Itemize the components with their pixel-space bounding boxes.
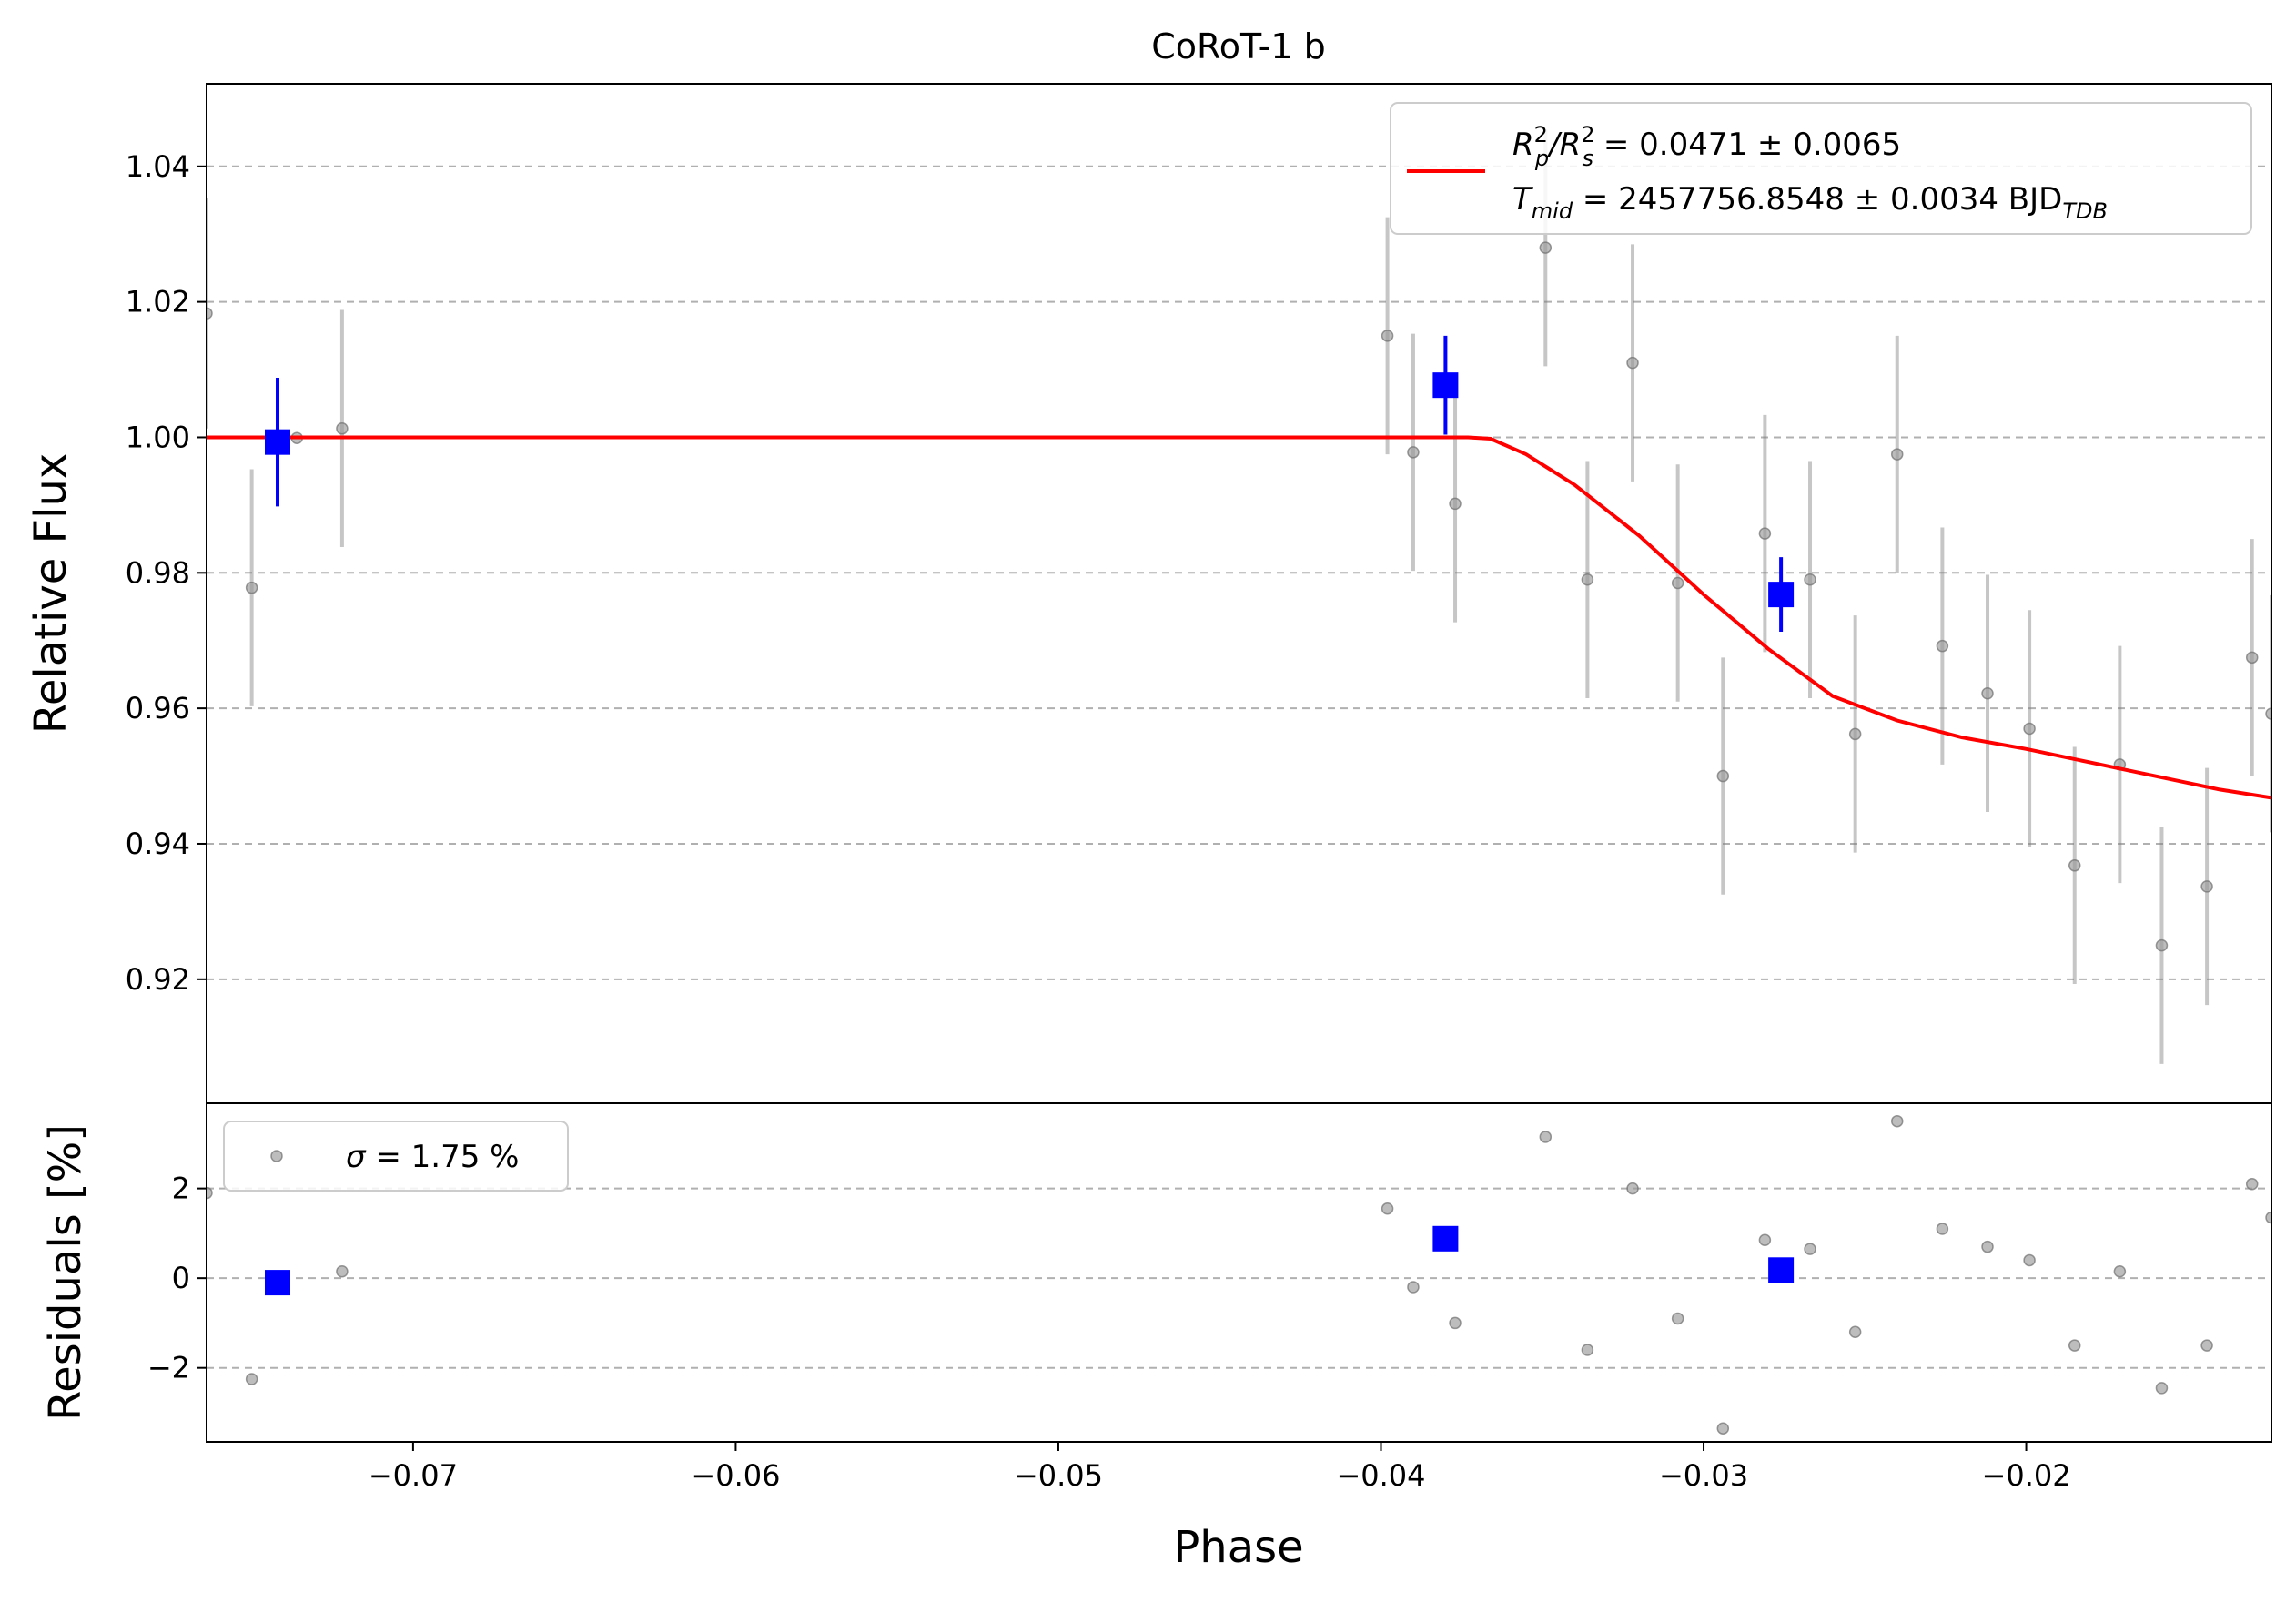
residual-binned-point — [264, 1270, 290, 1296]
raw-data-point — [207, 307, 213, 320]
raw-data-point — [1804, 573, 1816, 586]
residual-raw-point — [2245, 1177, 2259, 1191]
raw-data-point — [1381, 330, 1394, 342]
residual-raw-point — [1848, 1325, 1862, 1339]
residual-raw-point — [1758, 1233, 1772, 1247]
raw-data-point — [1981, 687, 1994, 700]
residuals-x-ticks: −0.07 −0.06 −0.05 −0.04 −0.03 −0.02 — [369, 1442, 2071, 1493]
residuals-y-tick-label: 2 — [172, 1172, 190, 1206]
residuals-axes-frame — [206, 1102, 2272, 1443]
residuals-panel: −2 0 2 −0.07 −0.06 −0.05 −0.04 −0.03 −0.02 σ = … — [40, 1102, 2272, 1573]
raw-data-point — [2155, 938, 2169, 952]
residuals-binned-points — [264, 1225, 1795, 1296]
binned-data-point — [264, 429, 290, 455]
residual-binned-point — [1432, 1225, 1459, 1252]
x-tick-label: −0.03 — [1659, 1458, 1748, 1493]
residual-raw-point — [1626, 1182, 1639, 1195]
residual-raw-point — [1581, 1344, 1594, 1356]
residual-raw-point — [1890, 1114, 1904, 1128]
raw-data-point — [1539, 241, 1553, 254]
residuals-y-tick-label: −2 — [147, 1351, 190, 1385]
raw-data-point — [1848, 727, 1862, 741]
residual-raw-point — [1407, 1281, 1420, 1294]
raw-data-point — [1758, 527, 1772, 540]
x-tick-label: −0.02 — [1982, 1458, 2071, 1493]
main-legend: R2 p/R2 s = 0.0471 ± 0.0065 Tmid = 2457756… — [1390, 102, 2252, 235]
residual-raw-point — [1539, 1131, 1553, 1143]
main-binned-points — [264, 335, 1795, 633]
main-panel: 0.92 0.94 0.96 0.98 1.00 1.02 1.04 R2 p/R2 s = 0… — [25, 83, 2272, 1104]
raw-data-point — [1626, 356, 1639, 370]
x-tick-label: −0.05 — [1014, 1458, 1103, 1493]
residual-raw-point — [1671, 1312, 1684, 1325]
residual-binned-point — [1768, 1257, 1795, 1283]
residual-raw-point — [1804, 1243, 1816, 1255]
residual-raw-point — [1716, 1422, 1730, 1435]
residuals-legend: σ = 1.75 % — [223, 1121, 569, 1192]
main-y-ticks: 0.92 0.94 0.96 0.98 1.00 1.02 1.04 — [126, 149, 207, 997]
main-y-axis-label: Relative Flux — [25, 453, 76, 735]
residuals-legend-box — [223, 1121, 569, 1192]
main-y-tick-label: 1.02 — [126, 285, 190, 320]
chart-title: CoRoT-1 b — [1151, 26, 1326, 66]
legend-tmid-label: Tmid = 2457756.8548 ± 0.0034 BJDTDB — [1512, 181, 2108, 224]
raw-data-point — [1936, 639, 1949, 653]
main-legend-box — [1390, 102, 2252, 235]
transit-model-line — [207, 435, 2271, 800]
residual-raw-point — [1936, 1223, 1949, 1235]
raw-data-point — [1716, 769, 1730, 783]
residual-raw-point — [2200, 1339, 2213, 1352]
x-tick-label: −0.07 — [369, 1458, 458, 1493]
main-y-tick-label: 1.00 — [126, 420, 190, 454]
raw-data-point — [1890, 448, 1904, 461]
residual-raw-point — [336, 1265, 349, 1278]
main-y-tick-label: 0.92 — [126, 962, 190, 997]
residuals-raw-points — [207, 1114, 2271, 1435]
residuals-y-axis-label: Residuals [%] — [40, 1124, 91, 1421]
residual-raw-point — [2068, 1339, 2081, 1352]
residual-raw-point — [2155, 1382, 2169, 1395]
raw-data-point — [2245, 651, 2259, 665]
legend-rp-rs-label: R2 p/R2 s = 0.0471 ± 0.0065 — [1512, 122, 1901, 171]
raw-data-point — [245, 581, 258, 594]
x-tick-label: −0.06 — [691, 1458, 780, 1493]
residual-raw-point — [207, 1186, 213, 1200]
residual-raw-point — [2023, 1253, 2036, 1267]
main-y-tick-label: 0.98 — [126, 555, 190, 590]
residuals-y-ticks: −2 0 2 — [147, 1172, 207, 1385]
raw-data-point — [1407, 446, 1420, 459]
residuals-y-tick-label: 0 — [172, 1261, 190, 1295]
raw-data-point — [1449, 497, 1462, 511]
binned-data-point — [1432, 372, 1459, 399]
main-y-tick-label: 1.04 — [126, 149, 190, 184]
residuals-legend-label: σ = 1.75 % — [346, 1139, 519, 1175]
residual-raw-point — [1449, 1316, 1462, 1330]
residual-raw-point — [245, 1373, 258, 1385]
x-axis-label: Phase — [1173, 1522, 1303, 1573]
raw-data-point — [2265, 707, 2271, 720]
residuals-legend-marker — [270, 1150, 283, 1162]
binned-data-point — [1768, 582, 1795, 608]
raw-data-point — [2200, 880, 2213, 893]
residual-raw-point — [2113, 1265, 2127, 1278]
main-model-curve — [207, 435, 2271, 800]
raw-data-point — [1671, 576, 1684, 590]
x-tick-label: −0.04 — [1336, 1458, 1425, 1493]
raw-data-point — [2068, 859, 2081, 872]
residual-raw-point — [1981, 1240, 1994, 1253]
raw-data-point — [2023, 722, 2036, 736]
residual-raw-point — [1381, 1202, 1394, 1215]
main-y-tick-label: 0.96 — [126, 691, 190, 725]
main-y-tick-label: 0.94 — [126, 827, 190, 861]
raw-data-point — [336, 422, 349, 435]
main-raw-points — [207, 128, 2271, 1064]
raw-data-point — [1581, 573, 1594, 586]
residual-raw-point — [2265, 1211, 2271, 1224]
